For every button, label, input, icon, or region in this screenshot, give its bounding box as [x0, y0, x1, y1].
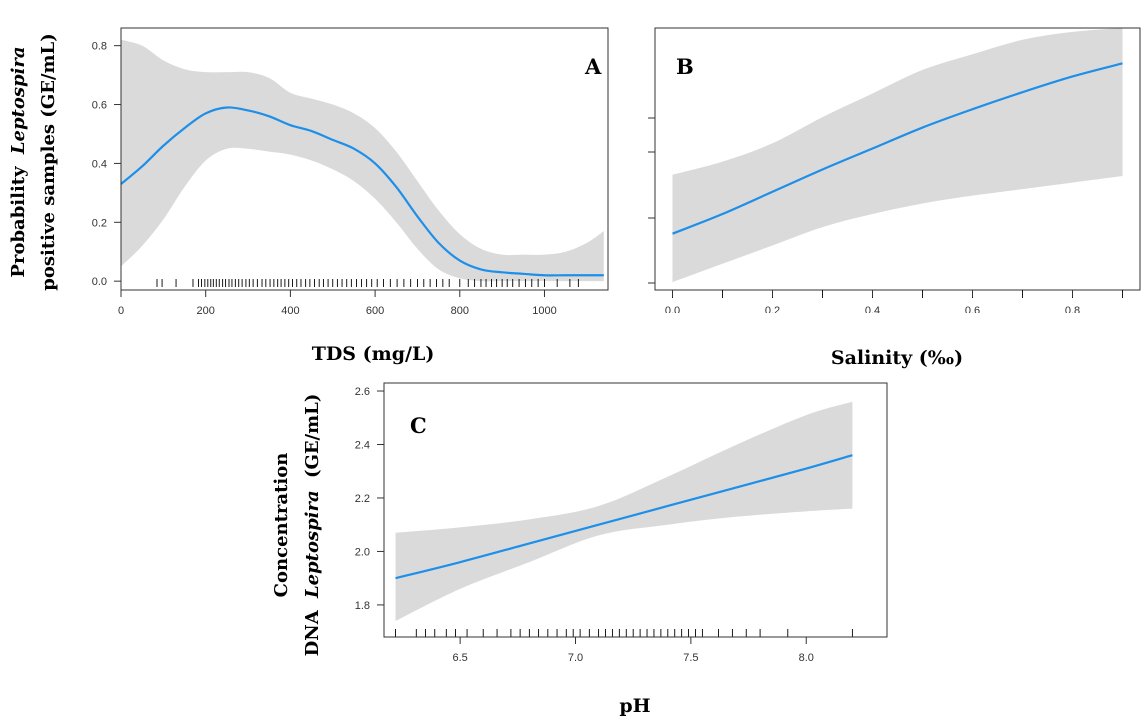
panel-b: 0.0 0.2 0.4 0.6 0.8 B Salinity (‰): [645, 27, 1145, 369]
panel-b-band-layer: [672, 28, 1123, 283]
panel-c-y-ticks: 1.8 2.0 2.2 2.4 2.6: [355, 386, 384, 612]
panel-a-y-title: Probability Leptospira: [8, 46, 29, 277]
panel-c-y-title-word-3: (GE/mL): [302, 394, 323, 478]
panel-a-x-tick-label: 400: [281, 305, 299, 317]
panel-b-confidence-band: [672, 28, 1123, 283]
panel-c: 6.5 7.0 7.5 8.0 1.8 2.0 2.2 2.4 2.6 C pH Concen…: [271, 382, 888, 717]
panel-c-x-title: pH: [619, 695, 650, 717]
panel-b-frame: [654, 27, 1141, 291]
panel-a-y-title-word-1: Probability: [8, 166, 29, 278]
panel-c-line-layer: [395, 454, 853, 580]
panel-a-band-layer: [121, 39, 604, 282]
panel-c-letter: C: [410, 413, 427, 438]
panel-a-x-tick-label: 600: [366, 305, 384, 317]
panel-a-y-tick-label: 0.8: [92, 41, 107, 53]
panel-c-x-tick-label: 8.0: [799, 652, 814, 664]
panel-c-x-tick-label: 6.5: [452, 652, 467, 664]
panel-b-y-ticks: [648, 117, 655, 284]
panel-c-fit-line: [395, 454, 853, 580]
panel-c-x-ticks: 6.5 7.0 7.5 8.0: [452, 637, 814, 664]
panel-a-letter: A: [584, 54, 602, 79]
panel-a-x-tick-label: 1000: [532, 305, 556, 317]
panel-a-x-tick-label: 200: [197, 305, 215, 317]
panel-c-y-title-word-2: Leptospira: [302, 490, 323, 599]
panel-c-y-tick-label: 2.0: [355, 546, 370, 558]
panel-a-y-tick-label: 0.2: [92, 217, 107, 229]
panel-b-rug-layer: [672, 290, 1123, 298]
panel-b-x-title: Salinity (‰): [831, 347, 963, 369]
panel-c-y-tick-label: 2.6: [355, 386, 370, 398]
panel-a-y-ticks: 0.0 0.2 0.4 0.6 0.8: [92, 41, 121, 288]
panel-a-y-title-word-2: Leptospira: [8, 46, 29, 155]
panel-b-line-layer: [672, 62, 1123, 235]
panel-c-y-tick-label: 2.4: [355, 439, 370, 451]
panel-a-x-ticks: 0 200 400 600 800 1000: [118, 290, 557, 317]
panel-a-y-tick-label: 0.6: [92, 100, 107, 112]
panel-c-confidence-band: [395, 401, 853, 621]
panel-b-letter: B: [676, 54, 694, 79]
panel-b-crop-mask: [645, 313, 1145, 327]
panel-c-x-tick-label: 7.5: [683, 652, 698, 664]
panel-a-x-tick-label: 800: [451, 305, 469, 317]
panel-a-rug-layer: [156, 279, 579, 287]
panel-c-y-title-line-2: DNA Leptospira (GE/mL): [302, 394, 323, 657]
panel-b-x-ticks: 0.0 0.2 0.4 0.6 0.8: [665, 290, 1080, 317]
panel-c-frame: [383, 382, 888, 638]
panel-c-x-tick-label: 7.0: [568, 652, 583, 664]
panel-a-y-tick-label: 0.0: [92, 276, 107, 288]
panel-a-fit-line: [120, 106, 604, 277]
panel-a-frame: [120, 27, 609, 291]
panel-c-rug-layer: [395, 629, 853, 637]
panel-a-y-title-line-2: positive samples (GE/mL): [38, 33, 59, 290]
panel-c-y-tick-label: 1.8: [355, 600, 370, 612]
panel-a-x-tick-label: 0: [118, 305, 124, 317]
panel-b-fit-line: [672, 62, 1123, 235]
panel-a-confidence-band: [121, 39, 604, 282]
panel-a-x-title: TDS (mg/L): [312, 343, 435, 365]
panel-a-y-tick-label: 0.4: [92, 158, 107, 170]
panel-c-y-title-word-1: DNA: [302, 609, 323, 656]
panel-a-line-layer: [120, 106, 604, 277]
panel-c-y-title: Concentration: [271, 453, 292, 598]
panel-c-band-layer: [395, 401, 853, 621]
panel-a: 0 200 400 600 800 1000 0.0 0.2 0.4 0.6 0.8 A TDS …: [8, 27, 609, 365]
panel-c-y-tick-label: 2.2: [355, 493, 370, 505]
